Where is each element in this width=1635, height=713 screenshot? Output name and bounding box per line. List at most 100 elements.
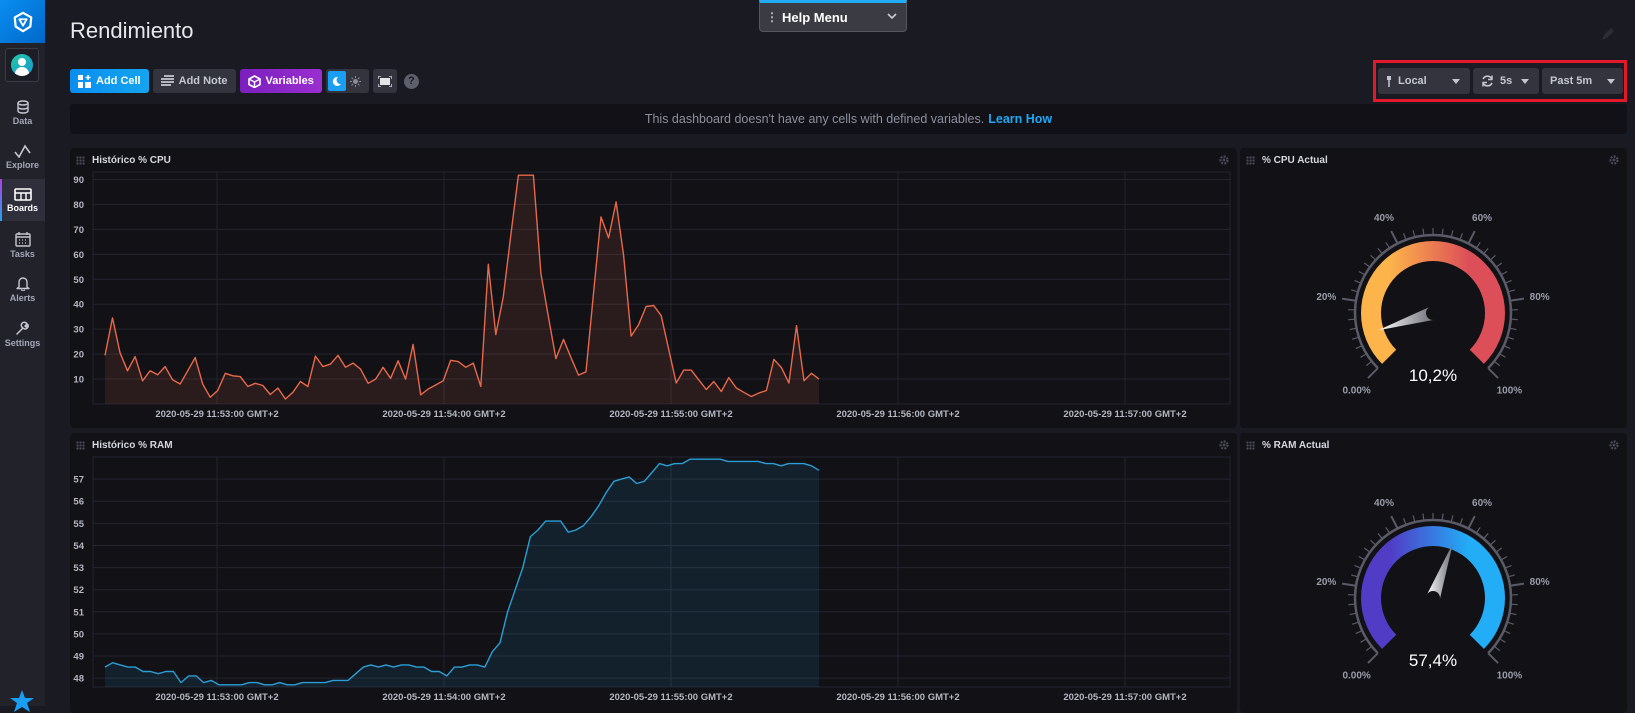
time-range-dropdown[interactable]: Past 5m — [1542, 68, 1623, 94]
edit-pencil-icon[interactable] — [1600, 26, 1616, 42]
influxdb-logo[interactable] — [0, 0, 45, 43]
learn-how-link[interactable]: Learn How — [988, 112, 1052, 126]
svg-text:50: 50 — [73, 275, 84, 286]
svg-text:2020-05-29 11:57:00 GMT+2: 2020-05-29 11:57:00 GMT+2 — [1063, 409, 1186, 420]
star-icon[interactable] — [10, 690, 34, 712]
svg-text:56: 56 — [73, 497, 84, 508]
svg-text:57: 57 — [73, 475, 84, 486]
banner-text: This dashboard doesn't have any cells wi… — [645, 112, 984, 126]
database-icon — [17, 100, 29, 114]
svg-text:100%: 100% — [1497, 385, 1523, 396]
caret-down-icon — [1607, 79, 1615, 84]
timezone-dropdown[interactable]: Local — [1378, 68, 1470, 94]
svg-text:50: 50 — [73, 629, 84, 640]
variables-banner: This dashboard doesn't have any cells wi… — [70, 104, 1627, 134]
timezone-label: Local — [1398, 75, 1427, 87]
dark-mode-option[interactable] — [328, 71, 346, 91]
sidebar-item-explore[interactable]: Explore — [0, 136, 45, 178]
drag-handle-icon: ⋮ — [766, 10, 778, 24]
sidebar-item-label: Explore — [6, 160, 39, 170]
time-controls: Local 5s Past 5m — [1378, 68, 1623, 94]
help-menu-label: Help Menu — [782, 10, 848, 25]
svg-text:60%: 60% — [1472, 213, 1492, 224]
sun-icon[interactable] — [350, 76, 361, 87]
sidebar-item-label: Data — [13, 116, 33, 126]
sidebar-item-label: Alerts — [10, 293, 36, 303]
svg-text:54: 54 — [73, 541, 84, 552]
time-range-label: Past 5m — [1550, 75, 1592, 87]
variables-label: Variables — [266, 75, 314, 87]
svg-text:30: 30 — [73, 325, 84, 336]
svg-text:2020-05-29 11:54:00 GMT+2: 2020-05-29 11:54:00 GMT+2 — [382, 692, 505, 703]
svg-text:55: 55 — [73, 519, 84, 530]
svg-text:2020-05-29 11:55:00 GMT+2: 2020-05-29 11:55:00 GMT+2 — [609, 409, 732, 420]
svg-text:100%: 100% — [1497, 670, 1523, 681]
caret-down-icon — [1521, 79, 1529, 84]
svg-text:2020-05-29 11:56:00 GMT+2: 2020-05-29 11:56:00 GMT+2 — [836, 409, 959, 420]
svg-text:48: 48 — [73, 674, 84, 685]
add-note-button[interactable]: Add Note — [153, 69, 236, 93]
user-avatar-button[interactable] — [5, 48, 39, 82]
avatar — [11, 54, 33, 76]
svg-text:0.00%: 0.00% — [1342, 385, 1370, 396]
add-note-label: Add Note — [179, 75, 228, 87]
sidebar-item-label: Boards — [7, 203, 38, 213]
svg-text:2020-05-29 11:53:00 GMT+2: 2020-05-29 11:53:00 GMT+2 — [155, 692, 278, 703]
add-cell-label: Add Cell — [96, 75, 141, 87]
sidebar-item-data[interactable]: Data — [0, 92, 45, 134]
sidebar-item-label: Settings — [5, 338, 41, 348]
svg-text:53: 53 — [73, 563, 84, 574]
refresh-interval-dropdown[interactable]: 5s — [1473, 68, 1539, 94]
sidebar-item-tasks[interactable]: Tasks — [0, 224, 45, 266]
svg-text:90: 90 — [73, 175, 84, 186]
note-lines-icon — [161, 75, 174, 87]
sidebar-item-alerts[interactable]: Alerts — [0, 268, 45, 310]
help-menu-dropdown[interactable]: ⋮ Help Menu — [759, 0, 907, 32]
sidebar-item-boards[interactable]: Boards — [0, 179, 45, 221]
svg-text:2020-05-29 11:53:00 GMT+2: 2020-05-29 11:53:00 GMT+2 — [155, 409, 278, 420]
dashboard-toolbar: Add Cell Add Note Variables ? — [70, 69, 419, 93]
svg-text:52: 52 — [73, 585, 84, 596]
ram-gauge: 0.00%20%40%60%80%100%57,4% — [1240, 433, 1627, 713]
svg-text:80%: 80% — [1530, 577, 1550, 588]
svg-text:40: 40 — [73, 300, 84, 311]
svg-text:20%: 20% — [1316, 577, 1336, 588]
svg-text:2020-05-29 11:54:00 GMT+2: 2020-05-29 11:54:00 GMT+2 — [382, 409, 505, 420]
explore-graph-icon — [14, 144, 32, 158]
svg-text:57,4%: 57,4% — [1409, 651, 1457, 670]
sidebar-item-settings[interactable]: Settings — [0, 313, 45, 355]
page-title: Rendimiento — [70, 18, 194, 44]
svg-text:2020-05-29 11:55:00 GMT+2: 2020-05-29 11:55:00 GMT+2 — [609, 692, 732, 703]
theme-toggle[interactable] — [326, 69, 369, 93]
add-cell-button[interactable]: Add Cell — [70, 69, 149, 93]
svg-text:51: 51 — [73, 607, 84, 618]
cpu-gauge: 0.00%20%40%60%80%100%10,2% — [1240, 148, 1627, 428]
moon-icon — [331, 76, 342, 87]
expand-screen-icon — [378, 76, 392, 87]
svg-text:10,2%: 10,2% — [1409, 366, 1457, 385]
sidebar-item-label: Tasks — [10, 249, 35, 259]
svg-text:40%: 40% — [1374, 213, 1394, 224]
svg-text:20: 20 — [73, 350, 84, 361]
pin-icon — [1386, 76, 1392, 87]
svg-text:70: 70 — [73, 225, 84, 236]
dashboard-grid-icon — [14, 188, 32, 201]
refresh-label: 5s — [1500, 75, 1512, 87]
presentation-mode-button[interactable] — [373, 69, 397, 93]
svg-text:10: 10 — [73, 375, 84, 386]
variables-button[interactable]: Variables — [240, 69, 322, 93]
calendar-icon — [15, 232, 31, 247]
svg-text:40%: 40% — [1374, 498, 1394, 509]
cube-logo-icon — [12, 11, 34, 33]
sidebar: Data Explore Boards Tasks Alerts Sett — [0, 0, 45, 706]
caret-down-icon — [1452, 79, 1460, 84]
svg-text:49: 49 — [73, 652, 84, 663]
help-icon[interactable]: ? — [404, 74, 419, 89]
svg-text:2020-05-29 11:57:00 GMT+2: 2020-05-29 11:57:00 GMT+2 — [1063, 692, 1186, 703]
chevron-down-icon — [886, 10, 898, 22]
bell-icon — [16, 276, 30, 291]
cube-icon — [248, 75, 261, 88]
svg-text:0.00%: 0.00% — [1342, 670, 1370, 681]
add-cell-icon — [78, 75, 91, 88]
